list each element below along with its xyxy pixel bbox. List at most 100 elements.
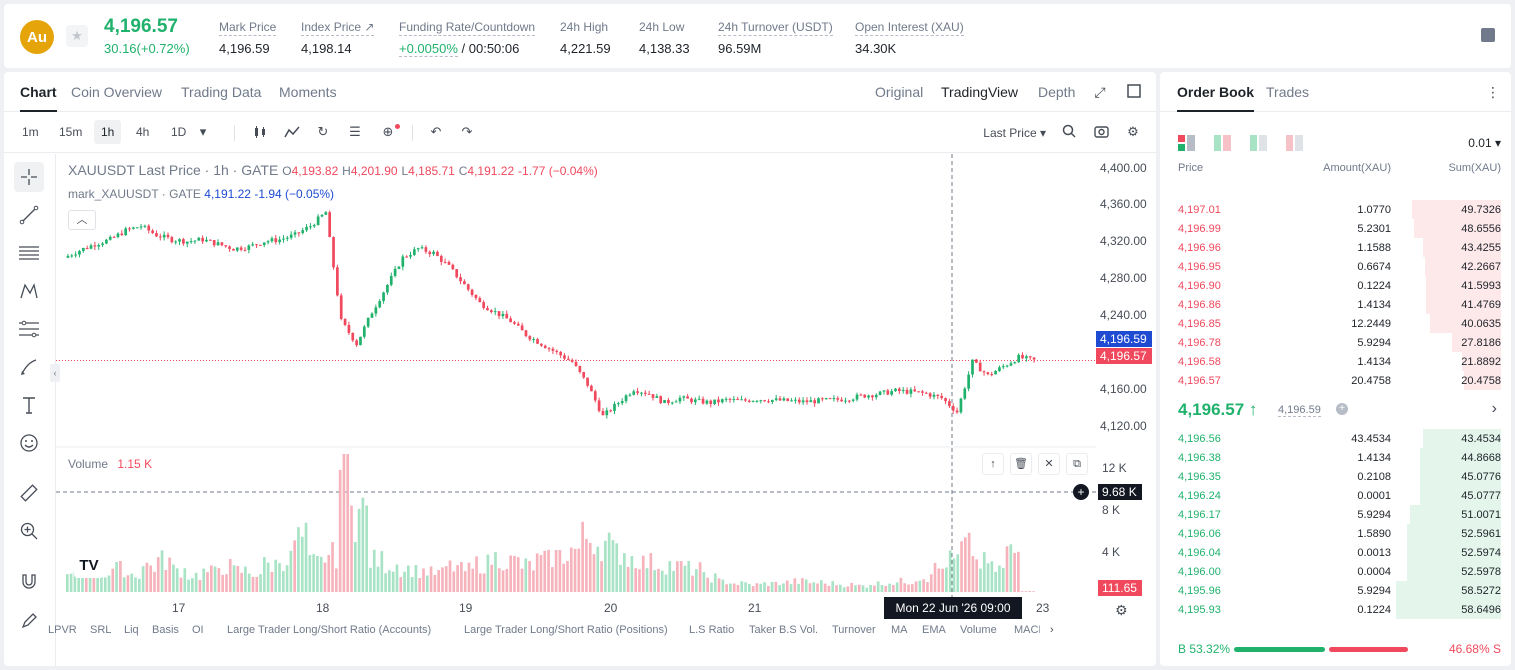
timeframe-1h[interactable]: 1h (94, 120, 122, 144)
horizontal-lines-icon[interactable] (14, 238, 44, 268)
indicator-liq[interactable]: Liq (124, 624, 139, 636)
ask-row[interactable]: 4,196.78 5.9294 27.8186 (1160, 333, 1511, 352)
favorite-star-icon[interactable]: ★ (66, 25, 88, 47)
candle-type-icon[interactable] (252, 124, 268, 140)
bid-row[interactable]: 4,196.17 5.9294 51.0071 (1160, 505, 1511, 524)
indicator-trader-accounts[interactable]: Large Trader Long/Short Ratio (Accounts) (227, 624, 432, 636)
pencil-lock-icon[interactable] (14, 606, 44, 636)
search-icon[interactable] (1061, 124, 1077, 140)
bid-row[interactable]: 4,196.35 0.2108 45.0776 (1160, 467, 1511, 486)
indicator-basis[interactable]: Basis (152, 624, 179, 636)
book-sells-icon[interactable] (1286, 135, 1304, 151)
axis-settings-icon[interactable]: ⚙ (1115, 602, 1128, 618)
expand-icon[interactable]: ⤢ (1094, 84, 1106, 100)
info-icon[interactable]: + (1336, 403, 1348, 415)
view-depth[interactable]: Depth (1038, 84, 1076, 100)
collapse-legend-button[interactable]: ︿ (68, 210, 96, 230)
refresh-icon[interactable]: ↻ (317, 124, 329, 139)
indicator-lpvr[interactable]: LPVR (48, 624, 77, 636)
timeframe-1d[interactable]: 1D (171, 125, 187, 139)
ask-row[interactable]: 4,197.01 1.0770 49.7326 (1160, 200, 1511, 219)
crosshair-add-icon[interactable]: + (1073, 484, 1089, 500)
indicator-turnover[interactable]: Turnover (832, 624, 876, 636)
indicator-volume[interactable]: Volume (960, 624, 997, 636)
emoji-icon[interactable] (14, 428, 44, 458)
ask-row[interactable]: 4,196.86 1.4134 41.4769 (1160, 295, 1511, 314)
indicator-ma[interactable]: MA (891, 624, 908, 636)
candle-body (509, 318, 512, 323)
tab-chart[interactable]: Chart (20, 84, 57, 112)
indicator-srl[interactable]: SRL (90, 624, 112, 636)
pane-move-up-icon[interactable]: ↑ (982, 453, 1004, 475)
bid-row[interactable]: 4,196.24 0.0001 45.0777 (1160, 486, 1511, 505)
brush-icon[interactable] (14, 352, 44, 382)
bid-row[interactable]: 4,196.00 0.0004 52.5978 (1160, 562, 1511, 581)
bid-row[interactable]: 4,196.04 0.0013 52.5974 (1160, 543, 1511, 562)
precision-select[interactable]: 0.01 ▾ (1468, 136, 1501, 150)
indicator-trader-positions[interactable]: Large Trader Long/Short Ratio (Positions… (464, 624, 668, 636)
ask-row[interactable]: 4,196.99 5.2301 48.6556 (1160, 219, 1511, 238)
crosshair-icon[interactable] (14, 162, 44, 192)
bid-row[interactable]: 4,196.38 1.4134 44.8668 (1160, 448, 1511, 467)
book-both-icon[interactable] (1178, 135, 1196, 151)
fib-icon[interactable] (14, 314, 44, 344)
pattern-icon[interactable] (14, 276, 44, 306)
gear-icon[interactable]: ⚙ (1127, 124, 1139, 139)
ruler-icon[interactable] (14, 478, 44, 508)
trend-line-icon[interactable] (14, 200, 44, 230)
bid-row[interactable]: 4,195.93 0.1224 58.6496 (1160, 600, 1511, 619)
magnet-icon[interactable] (14, 566, 44, 596)
ask-row[interactable]: 4,196.58 1.4134 21.8892 (1160, 352, 1511, 371)
volume-bar (702, 572, 706, 592)
ask-row[interactable]: 4,196.95 0.6674 42.2667 (1160, 257, 1511, 276)
tab-coin-overview[interactable]: Coin Overview (71, 84, 163, 100)
chart-canvas[interactable] (56, 154, 1096, 666)
bid-row[interactable]: 4,195.96 5.9294 58.5272 (1160, 581, 1511, 600)
price-type-select[interactable]: Last Price ▾ (983, 126, 1046, 140)
redo-icon[interactable]: ↷ (461, 124, 473, 139)
book-asks-icon[interactable] (1250, 135, 1268, 151)
candlestick-chart[interactable] (56, 154, 1096, 666)
indicator-macd[interactable]: MACD (1014, 624, 1040, 636)
indicator-ls-ratio[interactable]: L.S Ratio (689, 624, 735, 636)
collapse-drawbar-icon[interactable]: ‹ (50, 364, 60, 382)
pane-delete-icon[interactable]: 🗑 (1010, 453, 1032, 475)
maximize-icon[interactable] (1126, 84, 1142, 100)
ask-row[interactable]: 4,196.96 1.1588 43.4255 (1160, 238, 1511, 257)
text-icon[interactable] (14, 390, 44, 420)
indicator-scroll-icon[interactable]: › (1050, 624, 1054, 636)
book-bids-icon[interactable] (1214, 135, 1232, 151)
pane-maximize-icon[interactable]: ⧉ (1066, 453, 1088, 475)
more-icon[interactable]: ⋮ (1486, 84, 1500, 100)
add-indicator-icon[interactable]: ⊕ (382, 124, 394, 139)
view-original[interactable]: Original (875, 84, 924, 100)
guide-book-icon[interactable] (1481, 28, 1495, 42)
ask-row[interactable]: 4,196.57 20.4758 20.4758 (1160, 371, 1511, 390)
timeframe-4h[interactable]: 4h (136, 125, 150, 139)
volume-bar (115, 562, 118, 592)
bid-row[interactable]: 4,196.06 1.5890 52.5961 (1160, 524, 1511, 543)
bid-row[interactable]: 4,196.56 43.4534 43.4534 (1160, 429, 1511, 448)
ask-row[interactable]: 4,196.85 12.2449 40.0635 (1160, 314, 1511, 333)
timeframe-1m[interactable]: 1m (22, 125, 39, 139)
indicator-ema[interactable]: EMA (922, 624, 946, 636)
tab-trading-data[interactable]: Trading Data (181, 84, 262, 100)
pane-collapse-icon[interactable]: ✕ (1038, 453, 1060, 475)
timeframe-15m[interactable]: 15m (59, 125, 83, 139)
tab-moments[interactable]: Moments (279, 84, 337, 100)
timeframe-dropdown-icon[interactable]: ▾ (199, 124, 207, 139)
indicator-taker-vol[interactable]: Taker B.S Vol. (749, 624, 819, 636)
ask-row[interactable]: 4,196.90 0.1224 41.5993 (1160, 276, 1511, 295)
undo-icon[interactable]: ↶ (430, 124, 442, 139)
zoom-in-icon[interactable] (14, 516, 44, 546)
chevron-right-icon[interactable]: › (1491, 400, 1497, 417)
indicator-oi[interactable]: OI (192, 624, 204, 636)
stat-index-price[interactable]: Index Price ↗ 4,198.14 (301, 18, 375, 56)
indicators-icon[interactable] (284, 124, 300, 140)
settings-list-icon[interactable]: ☰ (349, 124, 361, 139)
tab-order-book[interactable]: Order Book (1177, 84, 1255, 112)
price-axis[interactable]: 4,400.00 4,360.00 4,320.00 4,280.00 4,24… (1096, 154, 1156, 666)
camera-icon[interactable] (1093, 124, 1109, 140)
view-tradingview[interactable]: TradingView (941, 84, 1019, 100)
tab-trades[interactable]: Trades (1266, 84, 1310, 100)
